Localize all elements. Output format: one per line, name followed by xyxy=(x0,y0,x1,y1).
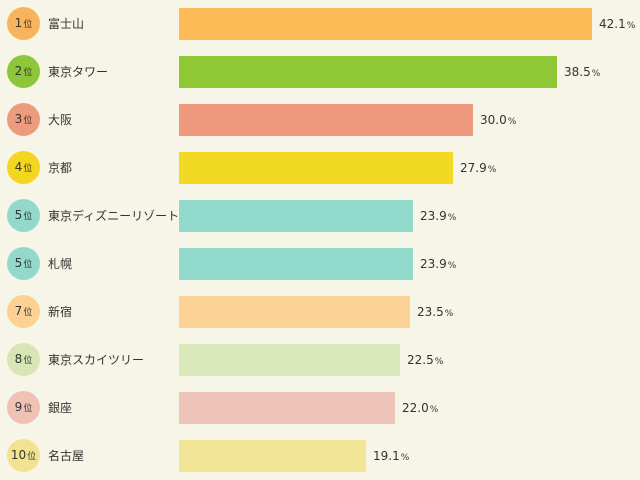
value-number: 23.9 xyxy=(420,209,447,223)
bar xyxy=(179,296,410,328)
category-label: 銀座 xyxy=(48,401,73,415)
chart-row: 10位 名古屋 19.1% xyxy=(0,439,640,473)
chart-row: 5位 札幌 23.9% xyxy=(0,247,640,281)
value-unit: % xyxy=(487,165,497,175)
rank-suffix: 位 xyxy=(23,260,33,270)
rank-suffix: 位 xyxy=(23,404,33,414)
rank-badge: 8位 xyxy=(7,343,40,376)
category-label: 京都 xyxy=(48,161,73,175)
value-unit: % xyxy=(447,213,457,223)
rank-badge: 5位 xyxy=(7,199,40,232)
rank-number: 10 xyxy=(10,448,27,462)
value-number: 23.5 xyxy=(417,305,444,319)
rank-number: 2 xyxy=(14,64,23,78)
value-label: 22.5% xyxy=(407,343,443,379)
rank-number: 8 xyxy=(14,352,23,366)
rank-number: 3 xyxy=(14,112,23,126)
bar xyxy=(179,344,400,376)
rank-number: 5 xyxy=(14,256,23,270)
rank-suffix: 位 xyxy=(23,164,33,174)
chart-row: 8位 東京スカイツリー 22.5% xyxy=(0,343,640,377)
bar xyxy=(179,200,413,232)
value-unit: % xyxy=(447,261,457,271)
value-number: 22.5 xyxy=(407,353,434,367)
category-label: 札幌 xyxy=(48,257,73,271)
value-label: 42.1% xyxy=(599,7,635,43)
value-number: 19.1 xyxy=(373,449,400,463)
rank-number: 7 xyxy=(14,304,23,318)
rank-number: 4 xyxy=(14,160,23,174)
category-label: 大阪 xyxy=(48,113,73,127)
value-label: 27.9% xyxy=(460,151,496,187)
rank-badge: 4位 xyxy=(7,151,40,184)
rank-badge: 2位 xyxy=(7,55,40,88)
value-unit: % xyxy=(507,117,517,127)
rank-number: 1 xyxy=(14,16,23,30)
rank-suffix: 位 xyxy=(23,116,33,126)
bar xyxy=(179,56,557,88)
rank-badge: 10位 xyxy=(7,439,40,472)
value-label: 23.9% xyxy=(420,247,456,283)
value-label: 23.9% xyxy=(420,199,456,235)
rank-number: 9 xyxy=(14,400,23,414)
value-label: 19.1% xyxy=(373,439,409,475)
category-label: 東京ディズニーリゾート xyxy=(48,209,180,223)
rank-badge: 3位 xyxy=(7,103,40,136)
rank-suffix: 位 xyxy=(23,68,33,78)
chart-row: 2位 東京タワー 38.5% xyxy=(0,55,640,89)
rank-badge: 9位 xyxy=(7,391,40,424)
bar xyxy=(179,392,395,424)
value-unit: % xyxy=(444,309,454,319)
category-label: 東京タワー xyxy=(48,65,109,79)
category-label: 富士山 xyxy=(48,17,85,31)
rank-suffix: 位 xyxy=(23,212,33,222)
rank-suffix: 位 xyxy=(23,20,33,30)
bar xyxy=(179,8,592,40)
value-number: 38.5 xyxy=(564,65,591,79)
chart-row: 1位 富士山 42.1% xyxy=(0,7,640,41)
bar xyxy=(179,104,473,136)
bar xyxy=(179,440,366,472)
value-label: 30.0% xyxy=(480,103,516,139)
rank-badge: 5位 xyxy=(7,247,40,280)
chart-row: 3位 大阪 30.0% xyxy=(0,103,640,137)
category-label: 新宿 xyxy=(48,305,73,319)
value-unit: % xyxy=(429,405,439,415)
rank-suffix: 位 xyxy=(23,356,33,366)
category-label: 東京スカイツリー xyxy=(48,353,145,367)
rank-badge: 1位 xyxy=(7,7,40,40)
value-unit: % xyxy=(434,357,444,367)
value-unit: % xyxy=(626,21,636,31)
category-label: 名古屋 xyxy=(48,449,85,463)
value-number: 30.0 xyxy=(480,113,507,127)
value-number: 42.1 xyxy=(599,17,626,31)
rank-suffix: 位 xyxy=(27,452,37,462)
value-label: 22.0% xyxy=(402,391,438,427)
value-unit: % xyxy=(591,69,601,79)
chart-row: 4位 京都 27.9% xyxy=(0,151,640,185)
value-label: 38.5% xyxy=(564,55,600,91)
value-number: 22.0 xyxy=(402,401,429,415)
chart-row: 5位 東京ディズニーリゾート 23.9% xyxy=(0,199,640,233)
rank-badge: 7位 xyxy=(7,295,40,328)
bar xyxy=(179,248,413,280)
value-unit: % xyxy=(400,453,410,463)
rank-suffix: 位 xyxy=(23,308,33,318)
rank-number: 5 xyxy=(14,208,23,222)
value-label: 23.5% xyxy=(417,295,453,331)
value-number: 23.9 xyxy=(420,257,447,271)
bar xyxy=(179,152,453,184)
chart-row: 7位 新宿 23.5% xyxy=(0,295,640,329)
value-number: 27.9 xyxy=(460,161,487,175)
chart-row: 9位 銀座 22.0% xyxy=(0,391,640,425)
